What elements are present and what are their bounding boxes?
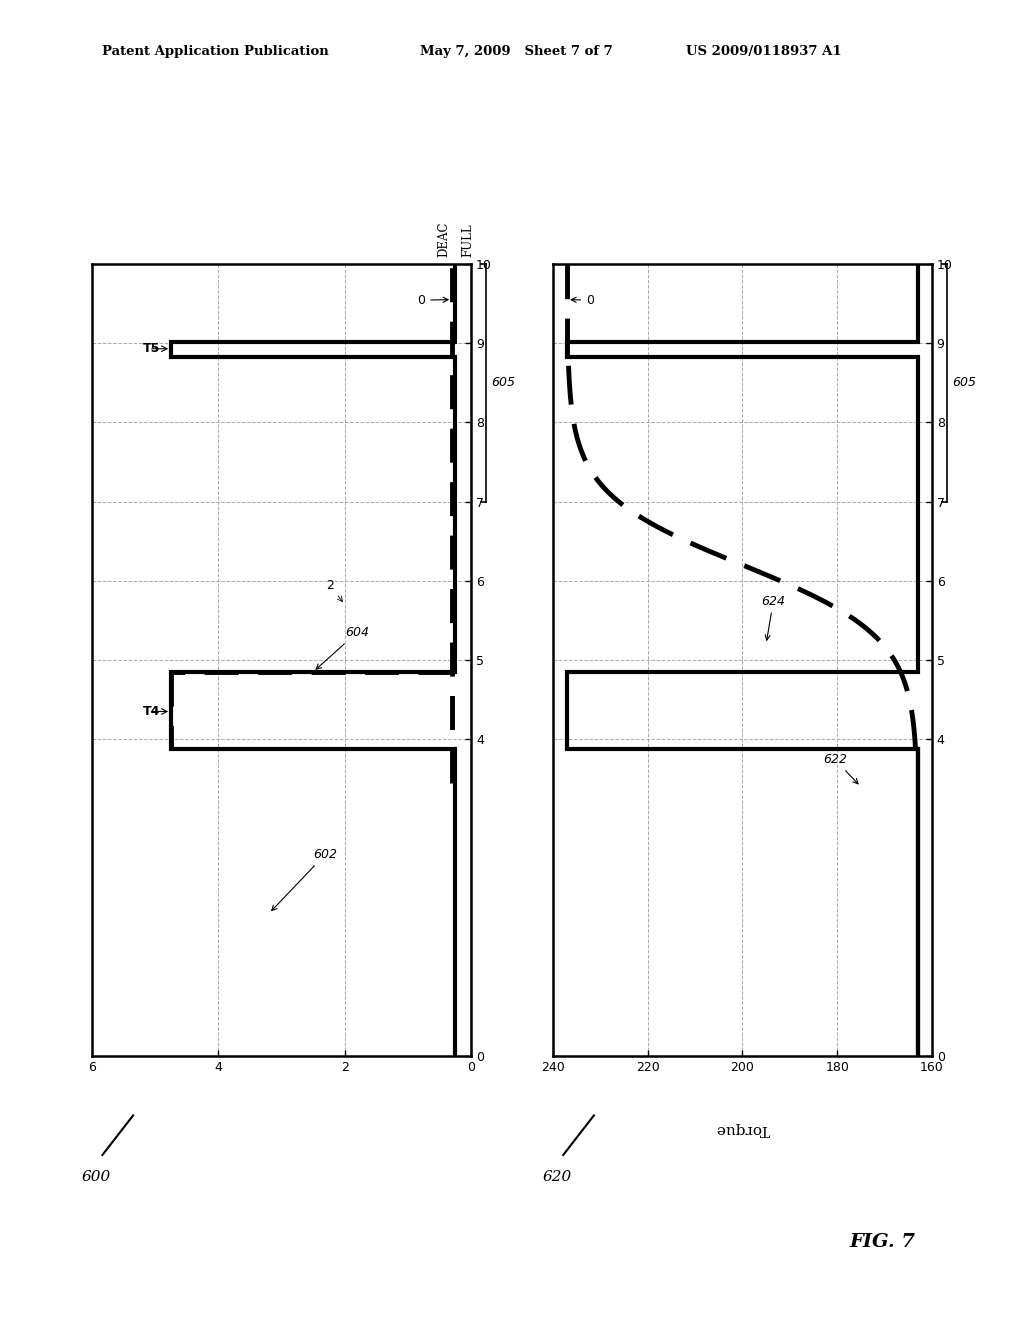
- Text: 600: 600: [82, 1171, 112, 1184]
- Text: 620: 620: [543, 1171, 572, 1184]
- Text: T4: T4: [142, 705, 160, 718]
- Text: T5: T5: [142, 342, 160, 355]
- Text: 605: 605: [492, 376, 515, 389]
- Text: 605: 605: [952, 376, 976, 389]
- Text: Torque: Torque: [716, 1122, 769, 1135]
- Text: FULL: FULL: [461, 224, 474, 257]
- Text: 602: 602: [271, 847, 337, 911]
- Text: 624: 624: [761, 594, 785, 640]
- Text: Patent Application Publication: Patent Application Publication: [102, 45, 329, 58]
- Text: 0: 0: [571, 293, 594, 306]
- Text: US 2009/0118937 A1: US 2009/0118937 A1: [686, 45, 842, 58]
- Text: DEAC: DEAC: [437, 222, 451, 257]
- Text: 2: 2: [326, 578, 342, 602]
- Text: 622: 622: [823, 752, 858, 784]
- Text: 0: 0: [418, 293, 449, 306]
- Text: 604: 604: [316, 626, 369, 669]
- Text: May 7, 2009   Sheet 7 of 7: May 7, 2009 Sheet 7 of 7: [420, 45, 612, 58]
- Text: FIG. 7: FIG. 7: [850, 1233, 915, 1251]
